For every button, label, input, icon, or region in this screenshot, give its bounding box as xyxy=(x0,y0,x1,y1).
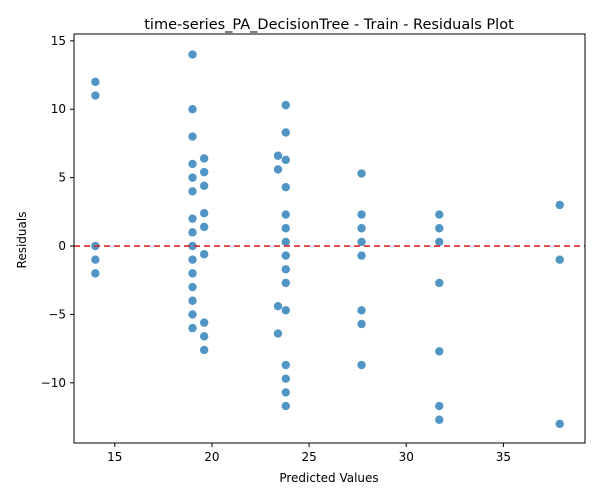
data-point xyxy=(188,323,197,333)
data-point xyxy=(199,345,209,355)
data-point xyxy=(357,360,366,370)
data-point xyxy=(281,374,290,383)
data-point xyxy=(281,278,290,288)
data-point xyxy=(281,128,290,137)
data-point xyxy=(273,165,283,174)
y-tick-label: −5 xyxy=(48,307,66,321)
data-point xyxy=(188,159,197,169)
data-point xyxy=(555,419,564,429)
data-point xyxy=(357,224,366,233)
y-axis-label: Residuals xyxy=(15,212,29,269)
data-point xyxy=(281,237,290,247)
data-point xyxy=(357,251,366,260)
y-tick-label: 0 xyxy=(58,239,66,253)
data-point xyxy=(435,237,444,247)
data-point xyxy=(188,132,197,141)
data-point xyxy=(281,155,290,165)
x-tick-label: 35 xyxy=(496,450,511,464)
data-point xyxy=(199,250,209,259)
data-point xyxy=(281,224,290,233)
data-point xyxy=(273,302,283,311)
data-point xyxy=(188,228,197,237)
data-point xyxy=(188,187,197,196)
data-point xyxy=(188,296,197,305)
data-point xyxy=(435,210,444,219)
data-point xyxy=(188,255,197,264)
chart-title: time-series_PA_DecisionTree - Train - Re… xyxy=(144,17,514,33)
data-point xyxy=(188,214,197,223)
data-point xyxy=(281,401,290,411)
data-point xyxy=(188,282,197,292)
data-point xyxy=(281,210,290,219)
data-point xyxy=(357,319,366,329)
x-tick-label: 20 xyxy=(204,450,219,464)
plot-frame xyxy=(73,33,586,444)
data-point xyxy=(435,224,444,233)
data-point xyxy=(188,105,197,114)
data-point xyxy=(357,210,366,219)
data-point xyxy=(199,181,209,191)
data-point xyxy=(281,388,290,397)
data-point xyxy=(91,255,100,264)
x-tick-label: 25 xyxy=(301,450,316,464)
data-point xyxy=(199,318,209,327)
data-point xyxy=(91,77,100,87)
data-point xyxy=(281,265,290,274)
data-point xyxy=(357,237,366,247)
plot-area: 15 20 25 30 35 −10 −5 0 5 10 15 xyxy=(41,33,586,464)
y-tick-label: 5 xyxy=(58,171,66,185)
data-point xyxy=(91,269,100,278)
y-tick-label: 10 xyxy=(51,102,66,116)
y-tick-label: −10 xyxy=(41,376,66,390)
data-point xyxy=(281,251,290,260)
data-point xyxy=(435,278,444,288)
x-axis-label: Predicted Values xyxy=(279,471,378,485)
data-point xyxy=(555,255,564,264)
data-point xyxy=(199,154,209,163)
data-point xyxy=(188,241,197,251)
data-point xyxy=(188,310,197,319)
data-point xyxy=(435,415,444,424)
data-point xyxy=(281,183,290,192)
data-point xyxy=(357,306,366,315)
data-point xyxy=(435,347,444,356)
data-point xyxy=(188,173,197,182)
x-tick-label: 30 xyxy=(399,450,414,464)
data-point xyxy=(188,50,197,59)
data-point xyxy=(91,91,100,100)
data-point xyxy=(199,167,209,177)
data-point xyxy=(555,200,564,210)
data-point xyxy=(188,269,197,278)
data-point xyxy=(281,360,290,370)
data-point xyxy=(281,306,290,315)
y-tick-label: 15 xyxy=(51,34,66,48)
x-tick-label: 15 xyxy=(107,450,122,464)
data-point xyxy=(273,151,283,160)
data-point xyxy=(199,208,209,218)
data-point xyxy=(199,332,209,341)
data-point xyxy=(357,169,366,178)
data-point xyxy=(199,222,209,232)
data-point xyxy=(281,100,290,110)
data-point xyxy=(273,329,283,338)
data-point xyxy=(435,401,444,411)
